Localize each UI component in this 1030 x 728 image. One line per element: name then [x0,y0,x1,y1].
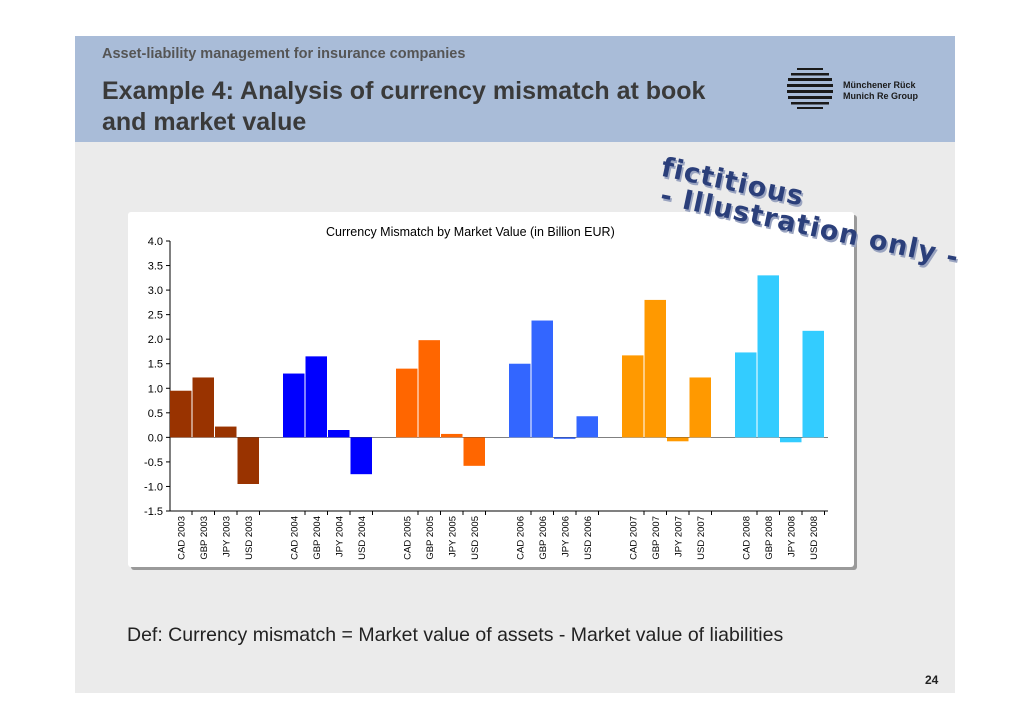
x-tick-label: JPY 2005 [447,516,458,557]
y-tick-label: 4.0 [148,236,163,248]
bar [554,437,576,439]
bar [441,433,463,438]
y-tick-label: 3.5 [148,261,163,273]
y-tick-label: 3.0 [148,285,163,297]
x-tick-label: JPY 2004 [334,516,345,557]
bar [622,355,644,438]
page-number: 24 [925,673,939,687]
x-tick-label: GBP 2003 [199,516,210,560]
x-tick-label: GBP 2007 [651,516,662,560]
logo-text: Münchener Rück Munich Re Group [843,80,918,102]
y-tick-label: -1.0 [144,481,163,493]
bar [576,416,598,438]
y-tick-label: -0.5 [144,457,163,469]
bar [170,390,192,438]
x-tick-label: USD 2005 [470,516,481,560]
y-tick-label: 0.0 [148,432,163,444]
x-tick-label: USD 2006 [583,516,594,560]
y-tick-label: 1.0 [148,383,163,395]
logo-line1: Münchener Rück [843,80,916,90]
x-tick-label: GBP 2004 [312,516,323,560]
bar [644,299,666,438]
bar [780,437,802,443]
y-tick-label: -1.5 [144,506,163,518]
bar [328,430,350,438]
bar [215,426,237,438]
x-tick-label: JPY 2007 [673,516,684,557]
munich-re-globe-icon [787,68,833,109]
x-tick-label: CAD 2008 [741,516,752,560]
x-tick-label: JPY 2008 [786,516,797,557]
bar [305,356,327,438]
bar [396,368,418,438]
x-tick-label: CAD 2007 [628,516,639,560]
y-tick-label: 0.5 [148,408,163,420]
bar [735,352,757,438]
slide-header: Asset-liability management for insurance… [75,36,955,142]
bar [463,437,485,466]
munich-re-logo: Münchener Rück Munich Re Group [785,66,955,116]
x-tick-label: USD 2003 [244,516,255,560]
bar [418,340,440,438]
slide-subtitle: Asset-liability management for insurance… [102,46,466,62]
bar [350,437,372,475]
chart-container: Currency Mismatch by Market Value (in Bi… [128,212,854,567]
x-tick-label: GBP 2006 [538,516,549,560]
slide-title: Example 4: Analysis of currency mismatch… [102,77,706,136]
x-tick-label: USD 2008 [809,516,820,560]
chart-svg: 4.0 3.5 3.0 2.5 2.0 1.5 1.0 0.5 0.0 -0.5 -1.0 -1.5 C… [144,236,828,560]
bar [192,377,214,438]
x-tick-label: USD 2007 [696,516,707,560]
y-tick-label: 2.5 [148,310,163,322]
bar [531,320,553,438]
bar [283,373,305,438]
x-tick-label: CAD 2004 [289,516,300,560]
y-tick-label: 1.5 [148,359,163,371]
x-tick-label: CAD 2006 [515,516,526,560]
bar [757,275,779,438]
x-tick-label: JPY 2003 [221,516,232,557]
bar [689,377,711,438]
bar [667,437,689,442]
x-tick-label: GBP 2008 [764,516,775,560]
logo-line2: Munich Re Group [843,91,918,101]
x-tick-label: JPY 2006 [560,516,571,557]
x-tick-label: CAD 2005 [402,516,413,560]
definition-text: Def: Currency mismatch = Market value of… [127,624,784,646]
bar [509,363,531,438]
y-tick-label: 2.0 [148,334,163,346]
x-tick-label: GBP 2005 [425,516,436,560]
x-tick-label: CAD 2003 [176,516,187,560]
bar [237,437,259,484]
bar [802,330,824,438]
x-tick-label: USD 2004 [357,516,368,560]
chart-title: Currency Mismatch by Market Value (in Bi… [326,225,615,239]
